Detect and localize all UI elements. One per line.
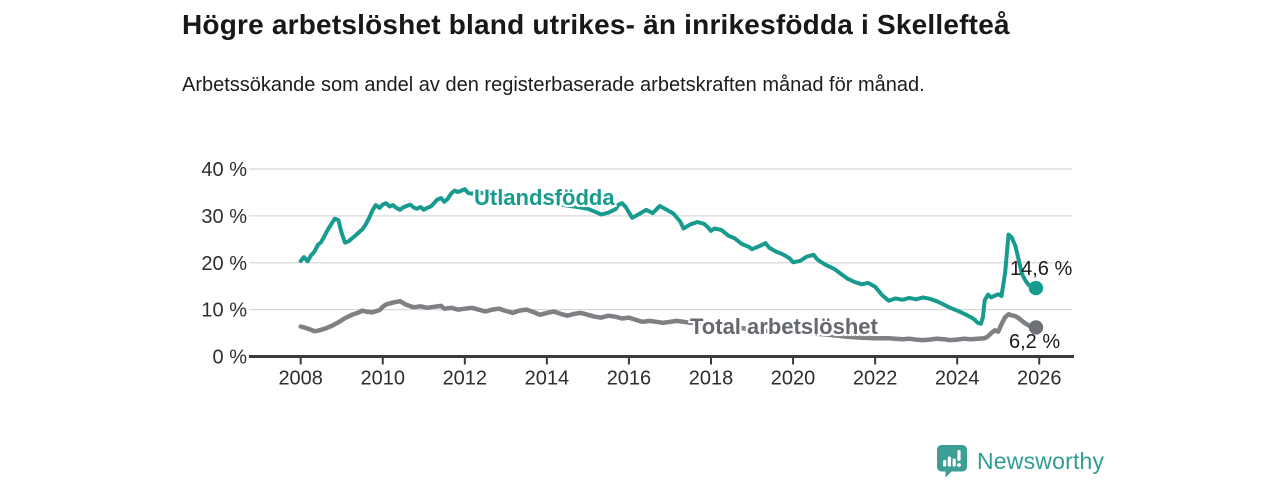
x-tick-label-2010: 2010 xyxy=(361,368,406,390)
x-tick-label-2022: 2022 xyxy=(853,368,898,390)
x-tick-label-2008: 2008 xyxy=(278,368,323,390)
series-line-0 xyxy=(298,187,1038,326)
end-value-label-utlandsfodda: 14,6 % xyxy=(1010,258,1073,280)
y-tick-label-20: 20 % xyxy=(201,253,247,275)
newsworthy-logo[interactable]: Newsworthy xyxy=(936,444,1104,478)
series-end-dot-1 xyxy=(1028,320,1044,335)
page-title: Högre arbetslöshet bland utrikes- än inr… xyxy=(182,9,1010,40)
y-tick-label-0: 0 % xyxy=(213,347,248,369)
x-tick-label-2020: 2020 xyxy=(771,368,816,390)
chart-subtitle: Arbetssökande som andel av den registerb… xyxy=(182,74,925,96)
y-tick-label-10: 10 % xyxy=(201,300,247,322)
series-line-1 xyxy=(298,298,1039,343)
series-label-utlandsfodda: Utlandsfödda xyxy=(474,185,615,210)
x-tick-label-2012: 2012 xyxy=(443,368,488,390)
end-value-label-total-arbetsloshet: 6,2 % xyxy=(1009,331,1061,353)
bar-chart-speech-bubble-icon xyxy=(937,445,967,478)
newsworthy-wordmark: Newsworthy xyxy=(977,447,1105,474)
x-tick-label-2024: 2024 xyxy=(935,368,980,390)
series-end-dot-0 xyxy=(1028,280,1044,296)
series-label-total-arbetsloshet: Total arbetslöshet xyxy=(690,314,878,339)
x-tick-label-2026: 2026 xyxy=(1017,368,1062,390)
y-tick-label-40: 40 % xyxy=(201,159,247,181)
y-tick-label-30: 30 % xyxy=(201,206,247,228)
x-tick-label-2018: 2018 xyxy=(689,368,734,390)
x-tick-label-2014: 2014 xyxy=(525,368,570,390)
x-tick-label-2016: 2016 xyxy=(607,368,652,390)
